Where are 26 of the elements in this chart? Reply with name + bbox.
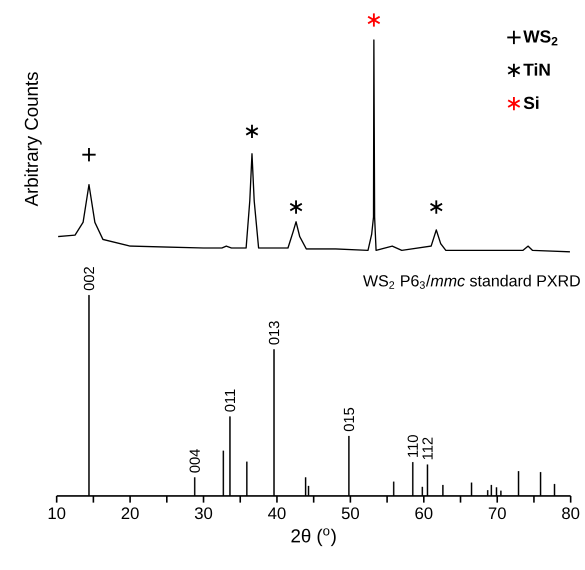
x-tick-label: 70 (488, 507, 506, 520)
annotation: 015 (344, 408, 354, 432)
point (81, 147, 97, 162)
annotation: 013 (268, 321, 280, 345)
x-axis-title: 2θ ($^{o}$) (291, 528, 336, 546)
annotation: 112 (422, 438, 433, 460)
x-tick-label: 10 (48, 507, 66, 520)
point (289, 199, 303, 215)
legend-label: TiN (523, 63, 550, 76)
point (367, 12, 381, 28)
point (245, 124, 259, 139)
x-tick-label: 80 (562, 507, 580, 520)
annotation: 110 (408, 435, 418, 457)
point (430, 199, 443, 215)
annotation: WS$_{2}$ P6$_{3}$/mmc standard PXRD (363, 274, 580, 289)
x-tick-label: 40 (268, 507, 286, 520)
x-tick-label: 20 (122, 507, 139, 520)
annotation: 004 (190, 449, 200, 473)
x-tick-label: 60 (415, 507, 432, 520)
y-axis-title: Arbitrary Counts (24, 72, 42, 206)
annotation: 011 (224, 390, 236, 412)
annotation: 002 (84, 267, 94, 290)
x-tick-label: 50 (342, 507, 359, 520)
legend-label: WS$_{2}$ (523, 30, 558, 46)
legend-label: Si (524, 96, 538, 110)
x-tick-label: 30 (194, 507, 212, 520)
